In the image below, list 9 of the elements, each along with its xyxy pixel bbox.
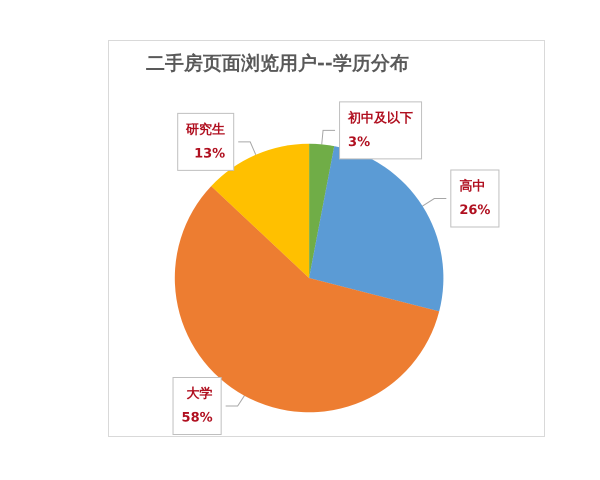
data-label: 3%	[348, 134, 370, 150]
slice-label: 高中	[459, 178, 486, 194]
data-label: 13%	[194, 146, 226, 162]
data-label: 26%	[459, 203, 490, 218]
slice-label: 初中及以下	[347, 110, 414, 126]
data-label: 58%	[182, 410, 213, 426]
slice-label: 研究生	[185, 121, 226, 138]
slice-label: 大学	[186, 386, 213, 402]
chart-title: 二手房页面浏览用户--学历分布	[146, 52, 409, 74]
